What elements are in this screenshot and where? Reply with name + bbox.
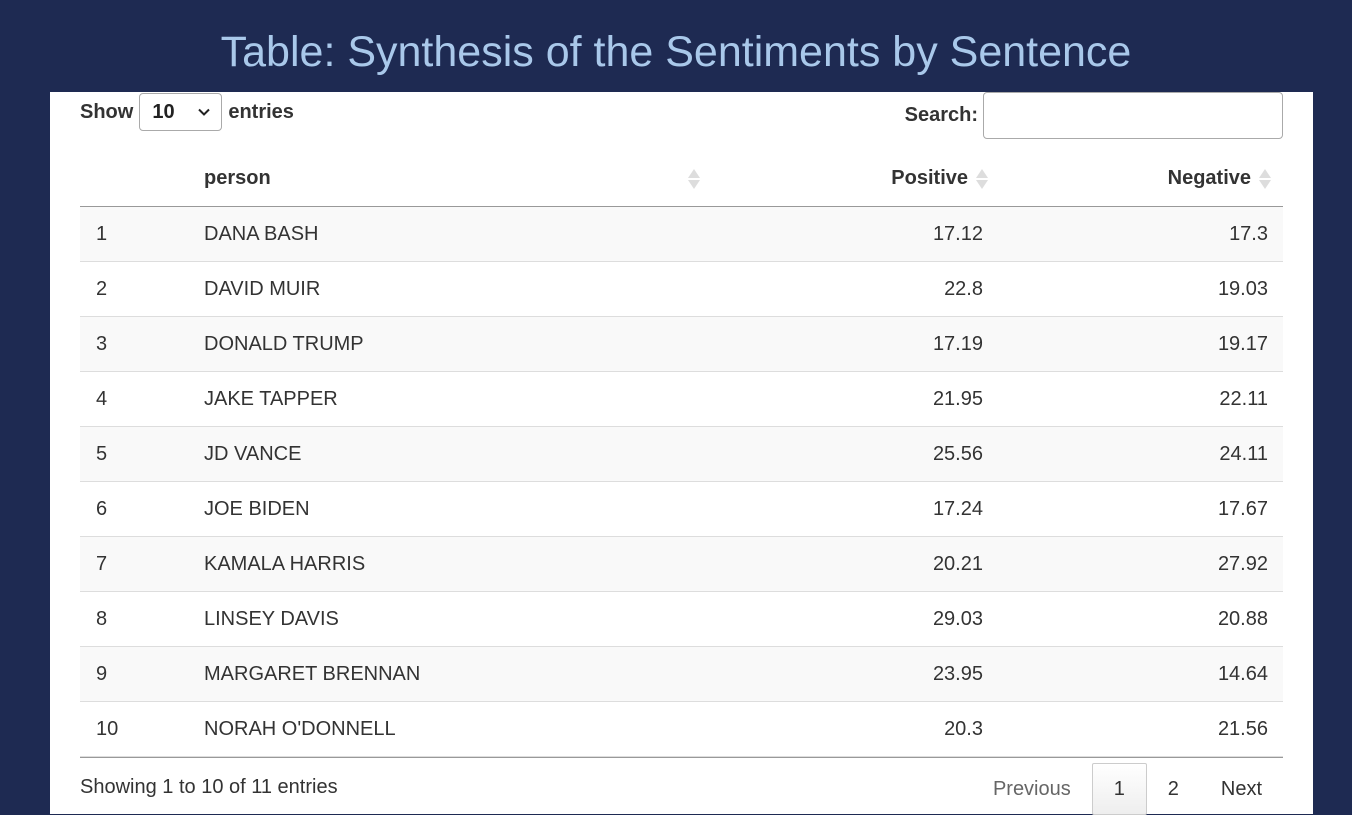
- positive-cell: 22.8: [944, 277, 983, 300]
- row-index: 6: [96, 497, 108, 520]
- negative-cell: 21.56: [1217, 717, 1268, 740]
- column-header-index: [80, 151, 190, 206]
- sort-icon: [1259, 168, 1271, 189]
- positive-cell: 17.19: [932, 332, 983, 355]
- person-cell: JOE BIDEN: [204, 497, 310, 520]
- pagination: Previous 1 2 Next: [972, 763, 1283, 815]
- person-cell: DAVID MUIR: [204, 277, 321, 300]
- table-row: 5 JD VANCE 25.56 24.11: [80, 427, 1283, 482]
- previous-page-button[interactable]: Previous: [992, 777, 1071, 800]
- entries-label: entries: [228, 100, 294, 123]
- row-index: 7: [96, 552, 108, 575]
- row-index: 3: [96, 332, 108, 355]
- data-table: person Positive Negative 1 DANA BASH 17.…: [80, 151, 1283, 758]
- chevron-down-icon: [198, 108, 211, 116]
- row-index: 9: [96, 662, 108, 685]
- column-header-person[interactable]: person: [190, 151, 700, 206]
- table-row: 7 KAMALA HARRIS 20.21 27.92: [80, 537, 1283, 592]
- person-cell: JAKE TAPPER: [204, 387, 338, 410]
- positive-cell: 20.21: [932, 552, 983, 575]
- search-control: Search:: [905, 92, 1283, 139]
- entries-length-select[interactable]: 10: [139, 93, 223, 131]
- table-row: 9 MARGARET BRENNAN 23.95 14.64: [80, 647, 1283, 702]
- person-cell: JD VANCE: [204, 442, 302, 465]
- sort-icon: [976, 168, 988, 189]
- positive-cell: 29.03: [932, 607, 983, 630]
- search-label: Search:: [904, 104, 978, 126]
- negative-cell: 20.88: [1217, 607, 1268, 630]
- column-header-label: Positive: [891, 167, 968, 189]
- row-index: 8: [96, 607, 108, 630]
- table-row: 8 LINSEY DAVIS 29.03 20.88: [80, 592, 1283, 647]
- person-cell: NORAH O'DONNELL: [204, 717, 396, 740]
- person-cell: DONALD TRUMP: [204, 332, 364, 355]
- table-row: 2 DAVID MUIR 22.8 19.03: [80, 262, 1283, 317]
- show-label: Show: [80, 100, 134, 123]
- positive-cell: 17.24: [932, 497, 983, 520]
- row-index: 5: [96, 442, 108, 465]
- table-row: 1 DANA BASH 17.12 17.3: [80, 207, 1283, 262]
- person-cell: DANA BASH: [204, 222, 319, 245]
- page-title: Table: Synthesis of the Sentiments by Se…: [220, 28, 1132, 76]
- search-input[interactable]: [983, 92, 1283, 139]
- positive-cell: 25.56: [932, 442, 983, 465]
- person-cell: LINSEY DAVIS: [204, 607, 339, 630]
- positive-cell: 17.12: [932, 222, 983, 245]
- row-index: 4: [96, 387, 108, 410]
- column-header-label: person: [204, 167, 271, 189]
- positive-cell: 23.95: [932, 662, 983, 685]
- page-2-button[interactable]: 2: [1167, 777, 1179, 800]
- table-row: 3 DONALD TRUMP 17.19 19.17: [80, 317, 1283, 372]
- page-1-button[interactable]: 1: [1091, 763, 1147, 815]
- column-header-label: Negative: [1167, 167, 1251, 189]
- table-row: 10 NORAH O'DONNELL 20.3 21.56: [80, 702, 1283, 757]
- negative-cell: 19.03: [1217, 277, 1268, 300]
- column-header-positive[interactable]: Positive: [700, 151, 988, 206]
- row-index: 1: [96, 222, 108, 245]
- row-index: 10: [96, 717, 119, 740]
- next-page-button[interactable]: Next: [1220, 777, 1262, 800]
- positive-cell: 20.3: [944, 717, 983, 740]
- table-row: 6 JOE BIDEN 17.24 17.67: [80, 482, 1283, 537]
- negative-cell: 27.92: [1217, 552, 1268, 575]
- row-index: 2: [96, 277, 108, 300]
- table-header: person Positive Negative: [80, 151, 1283, 207]
- table-body: 1 DANA BASH 17.12 17.3 2 DAVID MUIR 22.8…: [80, 207, 1283, 758]
- person-cell: MARGARET BRENNAN: [204, 662, 421, 685]
- person-cell: KAMALA HARRIS: [204, 552, 366, 575]
- table-panel: Show 10 entries Search: person Positive …: [50, 92, 1313, 815]
- negative-cell: 17.3: [1229, 222, 1268, 245]
- negative-cell: 14.64: [1217, 662, 1268, 685]
- negative-cell: 19.17: [1217, 332, 1268, 355]
- sort-icon: [688, 168, 700, 189]
- negative-cell: 22.11: [1219, 387, 1268, 410]
- negative-cell: 24.11: [1219, 442, 1268, 465]
- table-row: 4 JAKE TAPPER 21.95 22.11: [80, 372, 1283, 427]
- negative-cell: 17.67: [1217, 497, 1268, 520]
- entries-length-value: 10: [152, 100, 175, 123]
- column-header-negative[interactable]: Negative: [988, 151, 1283, 206]
- entries-length-control: Show 10 entries: [80, 92, 294, 132]
- table-info: Showing 1 to 10 of 11 entries: [80, 776, 338, 798]
- positive-cell: 21.95: [932, 387, 983, 410]
